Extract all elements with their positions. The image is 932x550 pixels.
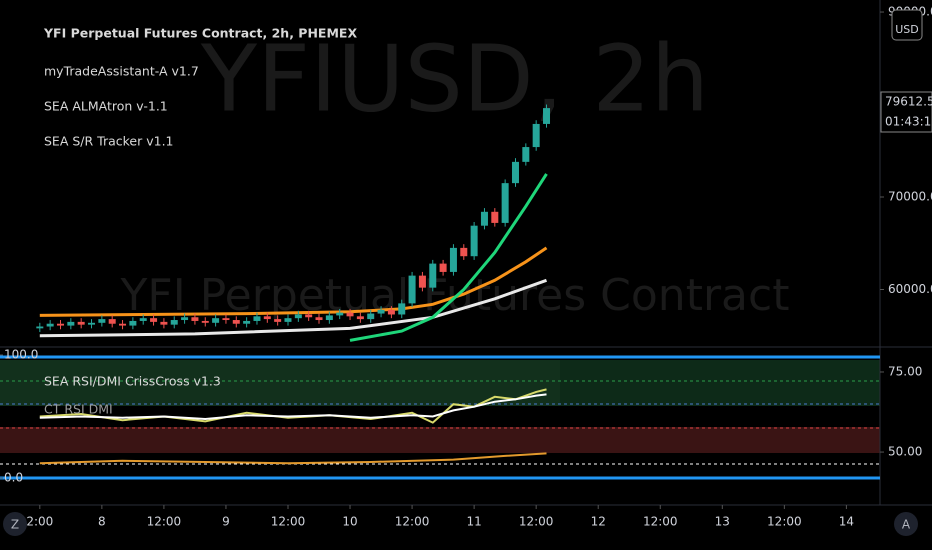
candle-body [346, 312, 354, 317]
x-tick-label: 12:00 [767, 515, 802, 529]
indicator-label: SEA ALMAtron v-1.1 [44, 99, 168, 114]
price-box [880, 91, 932, 133]
candle-body [480, 211, 488, 226]
currency-button[interactable] [891, 9, 923, 41]
candle-body [315, 317, 323, 321]
candle-body [36, 326, 44, 329]
candle-body [253, 316, 261, 321]
candle-body [98, 319, 106, 323]
candle-body [181, 317, 189, 321]
line [39, 278, 548, 338]
candle-body [243, 320, 251, 324]
y-tick-label: 100.0 [4, 348, 38, 362]
last-price: 79612.5 [885, 95, 932, 109]
x-tick-label: 2:00 [26, 515, 53, 529]
panel-subtitle: CT RSI DMI [44, 402, 113, 417]
y-tick-label: 60000.0 [888, 282, 932, 296]
auto-button[interactable] [894, 512, 918, 536]
x-tick-label: 12:00 [519, 515, 554, 529]
candle-body [336, 312, 344, 316]
candle-body [408, 275, 416, 304]
candle-body [263, 316, 271, 320]
candle-body [191, 317, 199, 321]
candle-body [439, 263, 447, 272]
candle-body [367, 313, 375, 320]
candle-body [460, 247, 468, 257]
candle-body [108, 319, 116, 324]
candle-body [129, 320, 137, 326]
x-tick-label: 14 [839, 515, 854, 529]
candle-body [418, 275, 426, 288]
candle-body [377, 309, 385, 314]
y-tick-label: 0.0 [4, 471, 23, 485]
candle-body [77, 321, 85, 325]
candle-body [274, 319, 282, 322]
candle-body [449, 247, 457, 272]
candle-body [67, 321, 75, 326]
x-tick-label: 11 [466, 515, 481, 529]
candle-body [201, 320, 209, 323]
watermark: YFIUSD, 2h [200, 25, 709, 132]
candle-body [429, 263, 437, 288]
candle-body [511, 161, 519, 184]
band-low [0, 427, 880, 453]
candle-body [88, 322, 96, 325]
candle-body [222, 318, 230, 321]
candle-body [294, 314, 302, 319]
candle-body [305, 314, 313, 318]
candle-body [150, 318, 158, 322]
line [349, 173, 548, 342]
panel-title: SEA RSI/DMI CrissCross v1.3 [44, 374, 221, 389]
candle-body [119, 323, 127, 326]
candle-body [387, 309, 395, 315]
candle-body [501, 183, 509, 223]
x-tick-label: 12:00 [643, 515, 678, 529]
line [39, 452, 547, 465]
x-tick-label: 12:00 [271, 515, 306, 529]
y-tick-label: 70000.0 [888, 190, 932, 204]
candle-body [356, 316, 364, 320]
x-tick-label: 12:00 [395, 515, 430, 529]
candle-body [543, 108, 551, 124]
currency-label[interactable]: USD [895, 23, 919, 36]
x-tick-label: 13 [715, 515, 730, 529]
x-tick-label: 8 [98, 515, 106, 529]
candle-body [532, 123, 540, 148]
candle-body [232, 320, 240, 324]
chart-title: YFI Perpetual Futures Contract, 2h, PHEM… [43, 26, 357, 41]
candle-body [470, 225, 478, 257]
x-tick-label: 12:00 [147, 515, 182, 529]
candle-body [46, 323, 54, 327]
band-high [0, 360, 560, 406]
y2-tick-label: 75.00 [888, 364, 922, 378]
indicator-label: SEA S/R Tracker v1.1 [44, 134, 174, 149]
candle-body [284, 318, 292, 322]
candle-body [491, 211, 499, 223]
x-tick-label: 9 [222, 515, 230, 529]
countdown: 01:43:17 [885, 115, 932, 129]
scale-button[interactable] [3, 512, 27, 536]
candle-body [56, 323, 64, 326]
candle-body [398, 303, 406, 315]
candle-body [522, 147, 530, 162]
candle-body [212, 318, 220, 323]
scale-button-label[interactable]: Z [11, 518, 19, 532]
candle-body [139, 318, 147, 321]
auto-button-label[interactable]: A [902, 518, 911, 532]
x-tick-label: 10 [342, 515, 357, 529]
line [39, 393, 547, 421]
y2-tick-label: 50.00 [888, 445, 922, 459]
band-high [560, 360, 880, 406]
candle-body [160, 321, 168, 325]
indicator-label: myTradeAssistant-A v1.7 [44, 64, 199, 79]
candle-body [325, 315, 333, 321]
candle-body [170, 320, 178, 325]
x-tick-label: 12 [591, 515, 606, 529]
